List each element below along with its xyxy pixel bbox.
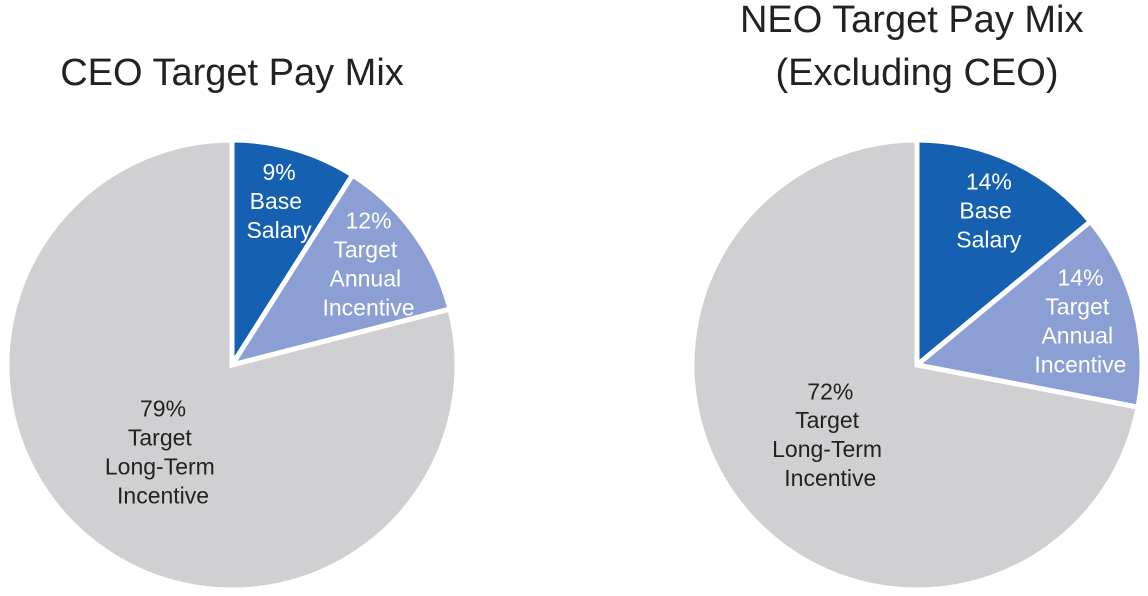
value-label: 79% [140,395,186,421]
pie-slice [4,137,460,593]
slice-label: Base Salary [246,188,312,243]
value-label: 14% [966,168,1012,194]
pie-slice [226,171,453,369]
slice-label: Target Annual Incentive [322,236,414,320]
value-label: 9% [262,159,295,185]
slice-label: Target Annual Incentive [1034,294,1126,378]
value-label: 72% [807,378,853,404]
slice-label: Target Long-Term Incentive [772,407,888,491]
chart-title: CEO Target Pay Mix [60,52,404,94]
pie-slice [911,218,1145,411]
value-label: 12% [345,207,391,233]
chart-title: NEO Target Pay Mix (Excluding CEO) [740,0,1094,94]
pie-slice [689,137,1141,593]
slice-label: Target Long-Term Incentive [105,424,221,508]
value-label: 14% [1057,265,1103,291]
pie-slice [914,137,1094,371]
pie-slice [229,137,357,374]
slice-label: Base Salary [956,197,1022,252]
